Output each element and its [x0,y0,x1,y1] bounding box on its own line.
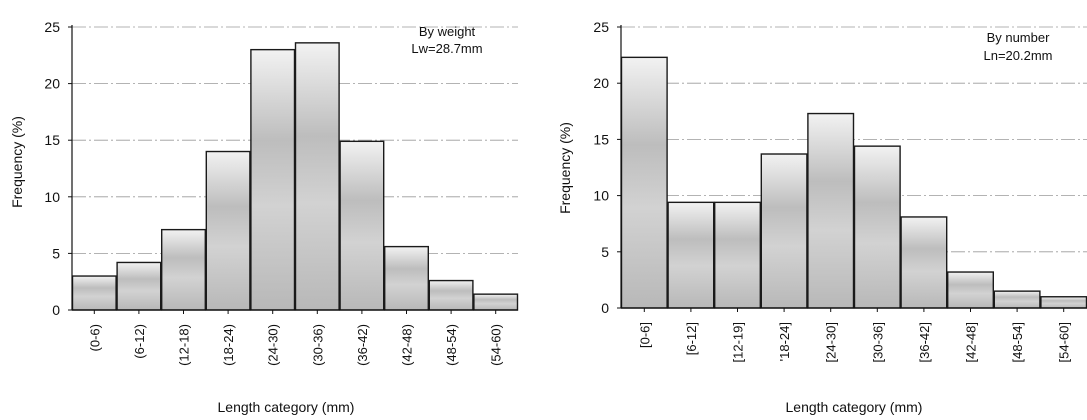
x-tick-label: (0-6) [87,324,102,351]
annotation-line-2: Ln=20.2mm [983,48,1052,63]
y-tick-label: 15 [44,132,60,148]
bar [760,153,808,309]
bar [71,275,117,311]
x-tick-label: (12-18) [177,324,192,366]
axes [617,25,1087,312]
x-tick-label: [42-48] [964,322,979,362]
x-tick-label: [54-60] [1057,322,1072,362]
bar [339,140,385,311]
x-tick-label: [12-19] [731,322,746,362]
y-axis-label: Frequency (%) [9,116,25,208]
y-tick-label: 10 [593,188,609,204]
x-tick-label: (48-54) [444,324,459,366]
x-tick-label: (18-24) [221,324,236,366]
bars [620,56,1087,309]
y-tick-label: 5 [52,245,60,261]
bar [205,150,251,311]
bar [294,42,340,311]
annotation-line-2: Lw=28.7mm [411,41,482,56]
y-tick-label: 5 [601,244,609,260]
bar [853,145,901,309]
x-tick-label: [24-30] [824,322,839,362]
x-tick-label: [6-12] [684,322,699,355]
x-tick-label: [36-42] [917,322,932,362]
bar [807,112,855,309]
bar [714,201,762,309]
y-tick-label: 0 [601,300,609,316]
y-tick-label: 0 [52,302,60,318]
y-tick-label: 25 [593,19,609,35]
histogram-by-number: 0 5 10 15 20 25 [0-6] [6-12] [12-19] '18-24] [24-… [557,19,1087,415]
x-tick-label: (6-12) [132,324,147,359]
x-tick-label: (54-60) [489,324,504,366]
bar [1040,296,1087,309]
bar [947,271,995,309]
x-tick-label: [0-6] [637,322,652,348]
y-tick-label: 10 [44,189,60,205]
y-tick-labels: 0 5 10 15 20 25 [593,19,609,316]
x-axis-label: Length category (mm) [786,399,923,415]
x-tick-label: [30-36] [870,322,885,362]
bars [71,42,519,311]
y-tick-label: 25 [44,19,60,35]
bar [116,261,162,311]
bar [473,293,519,311]
x-tick-label: (42-48) [400,324,415,366]
bar [160,228,206,311]
x-tick-label: (36-42) [355,324,370,366]
y-tick-label: 15 [593,131,609,147]
bar [620,56,668,309]
annotation-line-1: By number [987,30,1051,45]
y-tick-label: 20 [593,75,609,91]
x-tick-label: (30-36) [310,324,325,366]
bar [384,245,430,311]
bar [250,48,296,311]
annotation-line-1: By weight [419,24,476,39]
bar [993,290,1041,309]
bar [428,279,474,311]
x-tick-label: '18-24] [777,322,792,361]
x-tick-label: (24-30) [266,324,281,366]
x-axis-label: Length category (mm) [218,399,355,415]
bar [667,201,715,309]
x-tick-label: [48-54] [1010,322,1025,362]
y-tick-labels: 0 5 10 15 20 25 [44,19,60,318]
x-tick-labels: [0-6] [6-12] [12-19] '18-24] [24-30] [30-36] [… [637,322,1071,362]
axes [68,25,518,314]
bar [900,216,948,309]
y-tick-label: 20 [44,76,60,92]
histogram-by-weight: 0 5 10 15 20 25 (0-6) (6-12) (12-18) (18-24) (24-… [9,19,519,415]
x-tick-labels: (0-6) (6-12) (12-18) (18-24) (24-30) (30-36) (… [87,324,503,366]
y-axis-label: Frequency (%) [557,122,573,214]
